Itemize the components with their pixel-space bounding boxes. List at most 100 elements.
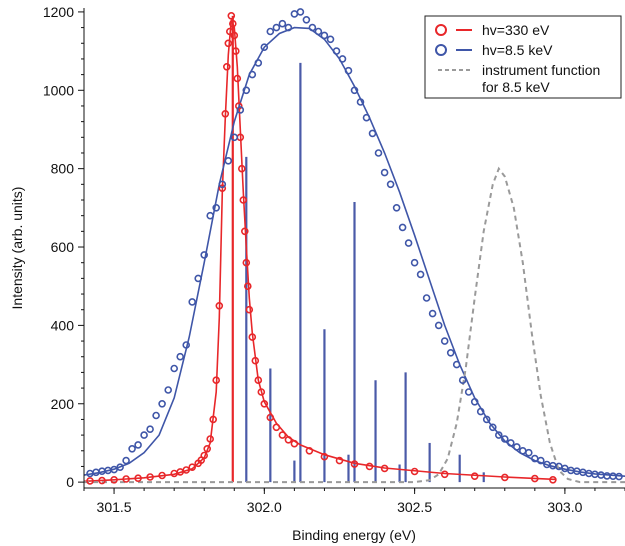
data-point (446, 348, 455, 357)
data-point (332, 47, 341, 55)
y-tick-label: 1000 (43, 82, 74, 98)
data-point (335, 456, 344, 465)
data-point (278, 431, 287, 439)
axes: 0 200 400 600 800 1000 1200 301.5 302.0 302.5 303.… (43, 4, 625, 515)
data-point (200, 451, 208, 460)
data-point (350, 86, 359, 95)
data-point (182, 341, 190, 349)
data-point (536, 456, 545, 465)
data-point (206, 435, 214, 443)
data-point (203, 444, 211, 453)
data-point (242, 86, 251, 95)
data-point (440, 470, 449, 479)
data-point (338, 55, 347, 63)
data-point (110, 475, 118, 484)
data-point (410, 467, 419, 476)
data-point (146, 473, 154, 481)
data-point (380, 464, 389, 473)
data-point (251, 356, 260, 365)
data-point (392, 204, 401, 212)
data-point (241, 227, 249, 236)
data-point (500, 473, 509, 482)
y-tick-label: 800 (51, 161, 75, 177)
data-point (488, 423, 497, 432)
data-point (350, 460, 359, 468)
legend-label-instrument: instrument function (482, 62, 600, 78)
data-point (458, 376, 467, 385)
data-point (218, 184, 227, 192)
y-tick-label: 1200 (43, 4, 74, 20)
legend-label-8-5kev: hv=8.5 keV (482, 42, 553, 58)
data-point (320, 452, 329, 461)
data-point (452, 360, 461, 369)
data-point (152, 411, 160, 420)
data-point (344, 66, 353, 75)
data-point (416, 270, 425, 279)
data-point (284, 23, 293, 32)
data-point (260, 399, 269, 408)
data-point (230, 31, 239, 40)
data-point (230, 133, 239, 142)
data-point (244, 282, 252, 291)
data-point (140, 431, 148, 439)
x-tick-label: 302.5 (397, 499, 432, 515)
data-point (302, 15, 311, 24)
data-point (615, 472, 623, 481)
data-point (404, 239, 413, 247)
data-point (398, 223, 407, 232)
data-point (238, 164, 246, 173)
data-point (422, 294, 431, 302)
data-point (233, 74, 242, 83)
data-point (200, 251, 208, 259)
data-point (122, 475, 130, 483)
data-point (386, 180, 395, 189)
data-point (296, 8, 305, 16)
data-point (188, 298, 196, 306)
x-tick-label: 301.5 (97, 499, 132, 515)
x-tick-label: 303.0 (547, 499, 582, 515)
data-point (188, 463, 196, 472)
y-axis-title: Intensity (arb. units) (9, 187, 25, 310)
data-point (380, 168, 389, 177)
data-point (212, 204, 220, 212)
data-point (284, 435, 293, 444)
data-point (257, 388, 266, 396)
data-point (164, 386, 172, 394)
data-point (223, 63, 231, 71)
data-point (278, 19, 287, 28)
data-point (224, 39, 233, 48)
instrument-function-line (84, 166, 625, 484)
data-point (470, 397, 479, 406)
data-point (248, 70, 257, 79)
data-point (194, 274, 202, 283)
data-point (235, 102, 243, 110)
data-point (206, 211, 214, 220)
data-point (224, 157, 233, 165)
y-tick-label: 200 (51, 396, 75, 412)
data-point (232, 47, 240, 55)
data-point (248, 333, 257, 341)
data-point (134, 441, 142, 449)
legend: hv=330 eV hv=8.5 keV instrument function… (424, 15, 622, 99)
data-point (254, 376, 263, 385)
data-point (122, 456, 130, 465)
fit-line (83, 26, 625, 477)
data-point (215, 301, 224, 310)
data-point (242, 258, 251, 267)
data-point (524, 448, 533, 457)
data-point (356, 98, 365, 106)
data-point (428, 309, 437, 318)
data-point (272, 23, 281, 32)
data-point (305, 446, 314, 455)
data-point (434, 321, 443, 330)
y-tick-label: 600 (51, 239, 75, 255)
data-point (374, 149, 383, 157)
data-point (146, 425, 154, 434)
data-point (530, 474, 539, 483)
data-point (500, 435, 509, 443)
data-point (254, 59, 263, 67)
data-point (110, 465, 118, 474)
data-point (86, 477, 94, 485)
data-point (506, 439, 515, 447)
data-point (226, 27, 234, 36)
